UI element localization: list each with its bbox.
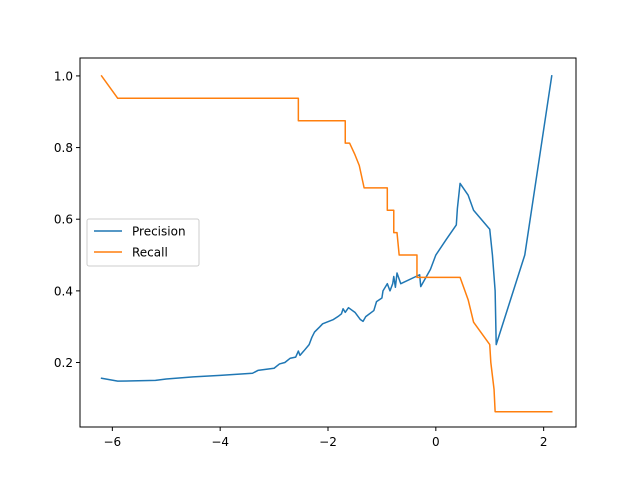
y-tick-label: 0.4 — [54, 284, 73, 298]
x-tick-label: −2 — [319, 435, 337, 449]
series-line-precision — [100, 75, 553, 382]
y-axis-ticks: 0.2 0.4 0.6 0.8 1.0 — [54, 69, 80, 370]
legend: Precision Recall — [86, 218, 200, 267]
x-tick-label: 0 — [432, 435, 440, 449]
x-tick-label: −4 — [211, 435, 229, 449]
x-tick-label: 2 — [540, 435, 548, 449]
y-tick-label: 0.6 — [54, 213, 73, 227]
y-tick-label: 1.0 — [54, 69, 73, 83]
plot-frame — [79, 57, 577, 428]
legend-label-precision: Precision — [132, 225, 186, 239]
x-axis-ticks: −6 −4 −2 0 2 — [103, 427, 547, 449]
y-tick-label: 0.2 — [54, 356, 73, 370]
series-layer — [100, 74, 553, 413]
legend-label-recall: Recall — [132, 246, 168, 260]
x-tick-label: −6 — [103, 435, 121, 449]
series-line-recall — [100, 74, 553, 413]
y-tick-label: 0.8 — [54, 141, 73, 155]
